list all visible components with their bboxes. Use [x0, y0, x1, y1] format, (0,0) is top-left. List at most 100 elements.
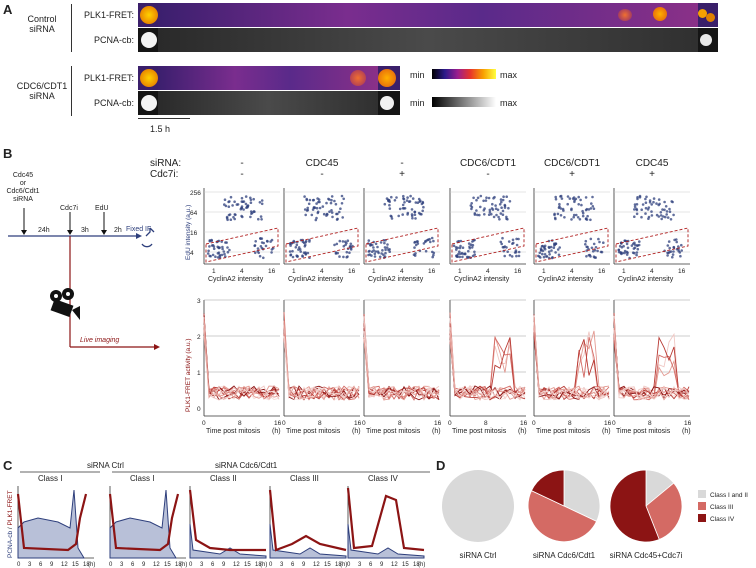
- scatter-3-point-0: [488, 208, 492, 212]
- scatter-1-xlabel: CyclinA2 intensity: [288, 276, 344, 283]
- scatter-2-point-11: [420, 213, 423, 216]
- scatter-4-point-77: [545, 255, 548, 258]
- scatter-3-point-72: [456, 246, 460, 250]
- trace-5-xlabel: Time post mitosis: [616, 428, 671, 435]
- scatter-5-point-95: [680, 243, 683, 247]
- scatter-1-point-5: [306, 206, 310, 210]
- scatter-2-point-113: [412, 253, 416, 256]
- lut-gray-bar: [432, 97, 496, 107]
- c-ylabel: PCNA-cb / PLK1-FRET: [7, 490, 14, 558]
- scatter-3-point-78: [473, 250, 476, 254]
- scatter-1-point-74: [289, 244, 292, 247]
- scatter-0-point-30: [260, 202, 264, 206]
- scatter-2-point-3: [417, 211, 421, 215]
- scatter-1-point-44: [336, 217, 339, 221]
- scatter-5-point-30: [644, 197, 647, 201]
- panel-letter-a: A: [3, 2, 13, 17]
- scatter-4-point-100: [599, 250, 603, 254]
- scatter-0-point-77: [207, 249, 210, 253]
- scatter-3-point-118: [514, 250, 518, 254]
- scatter-4-point-59: [548, 253, 551, 256]
- scatter-5-point-7: [672, 213, 675, 217]
- scatter-0-point-45: [223, 203, 226, 206]
- scatter-1-point-71: [289, 253, 293, 256]
- scatter-2-point-16: [402, 194, 405, 198]
- camera-icon: [50, 288, 80, 320]
- scatter-3-point-22: [501, 213, 505, 216]
- scatter-2-point-116: [413, 241, 416, 244]
- scatter-0-point-37: [257, 217, 260, 221]
- scatter-0-point-18: [244, 202, 248, 206]
- scatter-4-point-97: [589, 237, 593, 241]
- scatter-3-point-27: [473, 213, 477, 216]
- scatter-5-point-82: [630, 244, 634, 247]
- scatter-4-point-63: [547, 250, 551, 253]
- scatter-5-point-92: [620, 252, 623, 256]
- scatter-3-point-54: [508, 200, 512, 203]
- scatter-2-point-57: [383, 246, 387, 249]
- scatter-5-point-111: [671, 255, 674, 259]
- scatter-0-point-54: [249, 215, 252, 219]
- scatter-0-point-100: [256, 247, 260, 250]
- c-1-xtick-1: 3: [120, 562, 124, 568]
- scatter-5-point-101: [667, 240, 671, 243]
- scatter-4-point-78: [542, 255, 546, 259]
- trace-4-line-12: [533, 323, 610, 401]
- scatter-4-point-82: [550, 256, 554, 260]
- c-3-xtick-0: 0: [269, 562, 273, 568]
- control-sirna-label: Control siRNA: [18, 14, 66, 34]
- c-1-xtick-4: 12: [153, 562, 160, 568]
- scatter-4-xtick-0: 1: [542, 268, 546, 275]
- scatter-4-point-39: [558, 205, 561, 208]
- scatter-3-point-20: [476, 213, 479, 217]
- c-0-xtick-6: 18: [83, 562, 90, 568]
- group2-label-line1: CDC6/CDT1: [16, 81, 68, 91]
- scatter-4-point-25: [591, 195, 594, 199]
- scatter-2-point-44: [413, 210, 417, 214]
- trace-5-xtick-2: 16: [684, 420, 692, 427]
- scatter-2-point-6: [411, 197, 415, 200]
- scatter-0-point-55: [211, 253, 215, 257]
- scatter-0-xlabel: CyclinA2 intensity: [208, 276, 264, 283]
- scatter-5-point-23: [668, 210, 672, 213]
- scatter-4-point-1: [556, 212, 560, 216]
- trace-2-xtick-1: 8: [398, 420, 402, 427]
- trace-0-xunit: (h): [272, 428, 281, 435]
- trace-2-xunit: (h): [432, 428, 441, 435]
- schematic-live: Live imaging: [80, 337, 120, 344]
- scatter-0-point-48: [241, 215, 244, 219]
- scatter-4-point-102: [596, 249, 599, 253]
- scatter-5-point-24: [640, 208, 643, 211]
- scatter-2-point-107: [431, 250, 434, 254]
- scatter-2-point-49: [401, 203, 405, 207]
- scatter-1-gate: [285, 227, 359, 263]
- legend-label-1: Class III: [710, 504, 734, 511]
- pie-1-slice-1: [527, 490, 598, 542]
- scatter-3-point-33: [475, 209, 478, 212]
- scatter-0-point-50: [227, 213, 231, 217]
- schematic-t1: 24h: [38, 227, 50, 234]
- scatter-3-point-38: [476, 196, 480, 200]
- schematic-edu: EdU: [95, 205, 109, 212]
- control-fret-filmstrip: [138, 3, 718, 27]
- scatter-1-point-29: [330, 209, 333, 212]
- scatter-1-point-48: [312, 206, 316, 209]
- trace-5-line-3: [613, 312, 690, 399]
- scatter-5-point-119: [667, 251, 670, 255]
- condition-2-sirna: -: [400, 158, 404, 169]
- scatter-1-point-26: [325, 201, 328, 205]
- scatter-2-xtick-0: 1: [372, 268, 376, 275]
- scatter-4-point-9: [586, 214, 589, 218]
- scatter-0-xtick-2: 16: [268, 268, 276, 275]
- scatter-5-point-32: [645, 195, 648, 199]
- scatter-2-point-117: [430, 236, 434, 240]
- scatter-5-point-26: [661, 208, 664, 211]
- c-3-xtick-1: 3: [280, 562, 284, 568]
- scatter-2-point-9: [414, 201, 418, 204]
- trace-0-xlabel: Time post mitosis: [206, 428, 261, 435]
- scatter-3-point-85: [467, 242, 471, 245]
- scatter-5-gate: [615, 227, 689, 263]
- scatter-2-point-119: [422, 242, 426, 245]
- scatter-1-point-107: [346, 239, 350, 242]
- scatter-4-point-14: [570, 207, 573, 211]
